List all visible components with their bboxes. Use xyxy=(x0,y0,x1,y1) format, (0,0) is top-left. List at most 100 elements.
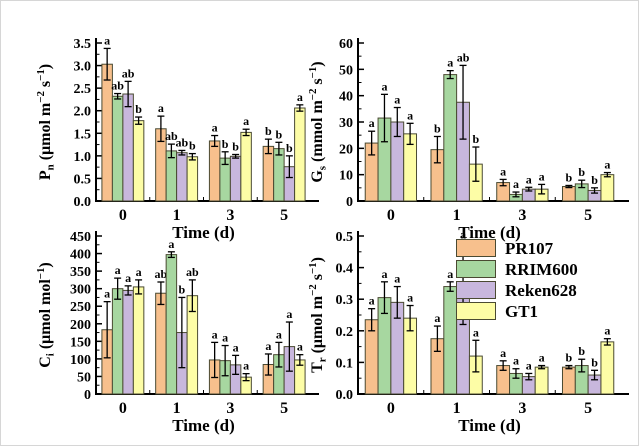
bar-reken628-t0 xyxy=(122,289,134,395)
sig-letter: a xyxy=(394,272,400,286)
y-axis-title: Ci (μmol mol−1) xyxy=(35,262,57,368)
bar-reken628-t1 xyxy=(176,152,188,202)
x-tick-label: 0 xyxy=(387,400,395,417)
y-tick-label: 0.5 xyxy=(336,230,354,245)
sig-letter: a xyxy=(447,267,453,281)
x-tick-label: 3 xyxy=(226,400,234,417)
bar-gt1-t5 xyxy=(600,174,615,202)
sig-letter: ab xyxy=(122,66,135,80)
sig-letter: a xyxy=(125,271,131,285)
y-tick-label: 0.1 xyxy=(336,356,354,371)
x-tick-label: 1 xyxy=(173,207,181,224)
x-axis-title: Time (d) xyxy=(172,416,235,435)
y-tick-label: 50 xyxy=(339,63,353,78)
x-tick-label: 3 xyxy=(226,207,234,224)
y-tick-label: 0.0 xyxy=(336,388,354,403)
y-axis-title: Gs (mmol m−2 s−1) xyxy=(307,61,329,182)
bar-pr107-t1 xyxy=(155,292,167,395)
y-tick-label: 300 xyxy=(70,283,91,298)
y-tick-label: 0.4 xyxy=(336,262,354,277)
y-tick-label: 3.0 xyxy=(74,60,92,75)
panel-tr-chart: 0.0 0.1 0.2 0.3 0.4 0.5 0 1 3 5 Time (d) Tr (μmol m… xyxy=(307,227,629,435)
legend-swatch-pr107 xyxy=(456,239,496,257)
x-tick-label: 3 xyxy=(518,207,526,224)
sig-letter: a xyxy=(158,101,164,115)
legend-item-gt1: GT1 xyxy=(456,302,578,320)
x-axis-title: Time (d) xyxy=(458,416,521,435)
legend-item-rrim600: RRIM600 xyxy=(456,260,578,278)
sig-letter: b xyxy=(566,170,573,184)
sig-letter: b xyxy=(591,173,598,187)
sig-letter: a xyxy=(526,358,532,372)
y-tick-label: 60 xyxy=(339,37,353,52)
bar-rrim600-t1 xyxy=(165,254,178,395)
sig-letter: ab xyxy=(457,50,470,64)
sig-letter: a xyxy=(526,172,532,186)
y-axis-title: Pn (μmol m−2 s−1) xyxy=(35,64,57,180)
sig-letter: b xyxy=(232,140,239,154)
sig-letter: ab xyxy=(155,267,168,281)
sig-letter: a xyxy=(369,294,375,308)
sig-letter: b xyxy=(179,282,186,296)
bar-pr107-t5 xyxy=(262,145,275,202)
sig-letter: b xyxy=(189,139,196,153)
sig-letter: b xyxy=(265,124,272,138)
legend-item-reken628: Reken628 xyxy=(456,281,578,299)
x-tick-label: 1 xyxy=(453,207,461,224)
bar-gt1-t5 xyxy=(600,341,615,395)
sig-letter: ab xyxy=(111,79,124,93)
sig-letter: b xyxy=(286,141,293,155)
y-tick-label: 10 xyxy=(339,169,353,184)
y-tick-label: 50 xyxy=(77,370,91,385)
sig-letter: a xyxy=(286,307,292,321)
bar-reken628-t3 xyxy=(229,155,242,202)
bar-rrim600-t1 xyxy=(165,150,178,202)
sig-letter: b xyxy=(566,351,573,365)
legend: PR107 RRIM600 Reken628 GT1 xyxy=(456,239,578,320)
y-tick-label: 20 xyxy=(339,142,353,157)
y-tick-label: 40 xyxy=(339,90,353,105)
sig-letter: b xyxy=(578,165,585,179)
sig-letter: a xyxy=(233,340,239,354)
sig-letter: a xyxy=(212,327,218,341)
y-tick-label: 200 xyxy=(70,318,91,333)
sig-letter: b xyxy=(591,355,598,369)
x-axis-title: Time (d) xyxy=(458,223,521,242)
bar-rrim600-t1 xyxy=(443,74,458,202)
bar-rrim600-t0 xyxy=(111,95,124,202)
bar-rrim600-t1 xyxy=(443,286,458,395)
bar-rrim600-t5 xyxy=(273,148,285,202)
y-tick-label: 2.5 xyxy=(74,82,92,97)
y-tick-label: 100 xyxy=(70,353,91,368)
sig-letter: a xyxy=(394,93,400,107)
legend-swatch-rrim600 xyxy=(456,260,496,278)
sig-letter: a xyxy=(381,267,387,281)
bar-gt1-t3 xyxy=(534,366,549,395)
panel-pn-chart: 0.0 0.5 1.0 1.5 2.0 2.5 3.0 3.5 0 1 3 5 Time (d) Pn (… xyxy=(35,33,319,242)
legend-label-rrim600: RRIM600 xyxy=(505,259,578,279)
y-tick-label: 1.5 xyxy=(74,127,92,142)
sig-letter: a xyxy=(513,177,519,191)
x-tick-label: 0 xyxy=(387,207,395,224)
sig-letter: a xyxy=(434,311,440,325)
bar-reken628-t0 xyxy=(122,93,134,202)
y-tick-label: 350 xyxy=(70,265,91,280)
sig-letter: a xyxy=(168,237,174,251)
sig-letter: a xyxy=(243,114,249,128)
sig-letter: a xyxy=(407,291,413,305)
bar-pr107-t3 xyxy=(208,140,221,202)
x-axis-title: Time (d) xyxy=(172,223,235,242)
y-tick-label: 0.2 xyxy=(336,325,354,340)
sig-letter: a xyxy=(297,90,303,104)
sig-letter: a xyxy=(381,79,387,93)
legend-label-pr107: PR107 xyxy=(505,238,554,258)
x-tick-label: 3 xyxy=(518,400,526,417)
x-tick-label: 0 xyxy=(119,400,127,417)
y-tick-label: 0.0 xyxy=(74,195,92,210)
sig-letter: ab xyxy=(176,135,189,149)
bar-gt1-t1 xyxy=(186,156,199,202)
y-tick-label: 400 xyxy=(70,248,91,263)
x-tick-label: 5 xyxy=(584,400,592,417)
bar-pr107-t5 xyxy=(561,366,576,395)
sig-letter: b xyxy=(473,132,480,146)
